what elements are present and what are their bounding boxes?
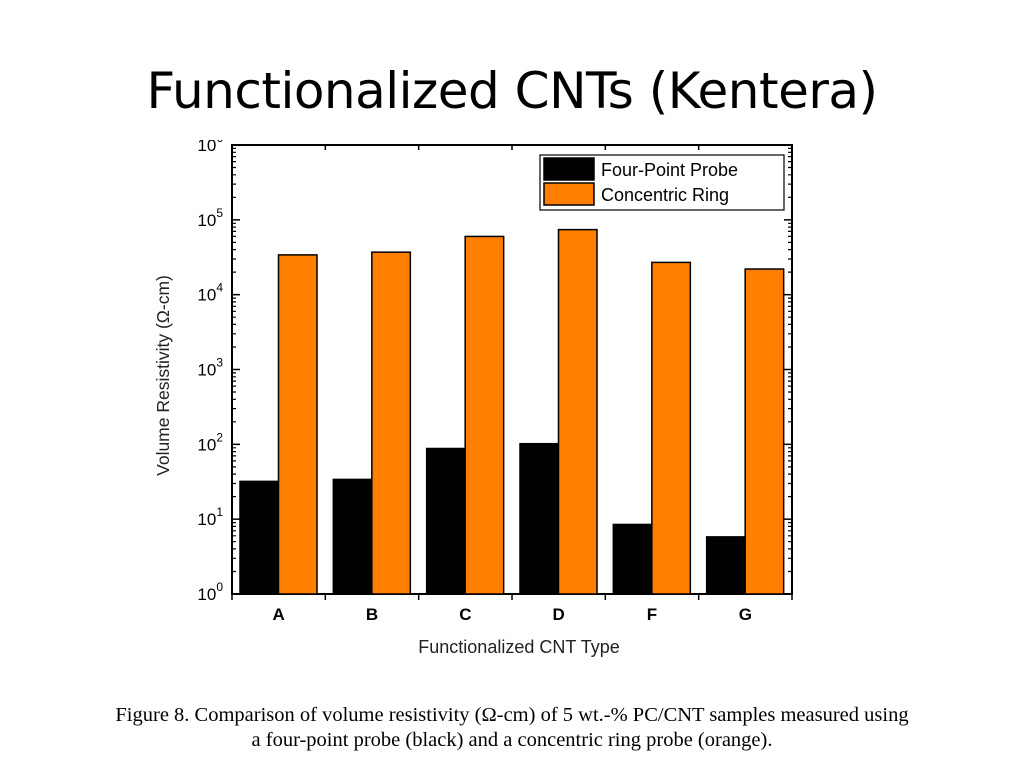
legend-swatch-concentric [543, 182, 595, 206]
y-tick-label: 104 [197, 281, 223, 305]
legend-label-concentric: Concentric Ring [601, 185, 729, 205]
chart-legend: Four-Point Probe Concentric Ring [539, 154, 785, 211]
y-tick-base: 10 [197, 585, 216, 604]
bar-concentric-g [744, 268, 785, 595]
chart-bars [239, 228, 785, 595]
y-tick-exponent: 6 [216, 140, 223, 145]
bar-concentric-a [277, 254, 318, 595]
x-tick-label: B [366, 605, 378, 624]
y-tick-exponent: 0 [216, 580, 223, 594]
chart-ticks: 100101102103104105106ABCDFGFunctionalize… [153, 140, 752, 657]
x-tick-label: G [739, 605, 752, 624]
y-tick-exponent: 3 [216, 356, 223, 370]
y-axis-title: Volume Resistivity (Ω-cm) [153, 275, 173, 476]
y-tick-exponent: 5 [216, 206, 223, 220]
bar-four-point-a [239, 480, 280, 595]
y-tick-base: 10 [197, 435, 216, 454]
y-tick-exponent: 1 [216, 505, 223, 519]
bar-concentric-c [464, 235, 505, 595]
legend-label-four-point: Four-Point Probe [601, 160, 738, 180]
x-axis-title: Functionalized CNT Type [418, 637, 619, 657]
y-tick-label: 101 [197, 505, 223, 529]
bar-four-point-c [425, 447, 466, 595]
caption-line-1: Figure 8. Comparison of volume resistivi… [115, 704, 909, 726]
x-tick-label: F [647, 605, 657, 624]
bar-four-point-d [519, 442, 560, 595]
y-tick-exponent: 4 [216, 281, 223, 295]
y-tick-label: 100 [197, 580, 223, 604]
bar-chart: 100101102103104105106ABCDFGFunctionalize… [153, 140, 793, 657]
y-tick-label: 105 [197, 206, 223, 230]
x-tick-label: C [459, 605, 471, 624]
bar-four-point-g [705, 536, 746, 595]
plot-frame [231, 144, 793, 595]
y-tick-base: 10 [197, 286, 216, 305]
y-minor-ticks [232, 147, 792, 573]
bar-four-point-f [612, 523, 653, 595]
bar-concentric-f [651, 261, 692, 595]
bar-concentric-d [557, 228, 598, 595]
slide-title: Functionalized CNTs (Kentera) [146, 62, 878, 120]
bar-concentric-b [371, 251, 412, 595]
x-tick-label: A [273, 605, 285, 624]
y-tick-exponent: 2 [216, 430, 223, 444]
y-tick-base: 10 [197, 140, 216, 155]
figure-caption: Figure 8. Comparison of volume resistivi… [0, 703, 1024, 753]
bar-four-point-b [332, 478, 373, 595]
y-tick-label: 106 [197, 140, 223, 155]
y-tick-label: 102 [197, 430, 223, 454]
y-tick-base: 10 [197, 361, 216, 380]
y-tick-label: 103 [197, 356, 223, 380]
x-tick-label: D [553, 605, 565, 624]
y-tick-base: 10 [197, 211, 216, 230]
legend-swatch-four-point [543, 157, 595, 181]
chart-axes [231, 144, 793, 600]
caption-line-2: a four-point probe (black) and a concent… [251, 729, 773, 751]
y-tick-base: 10 [197, 510, 216, 529]
